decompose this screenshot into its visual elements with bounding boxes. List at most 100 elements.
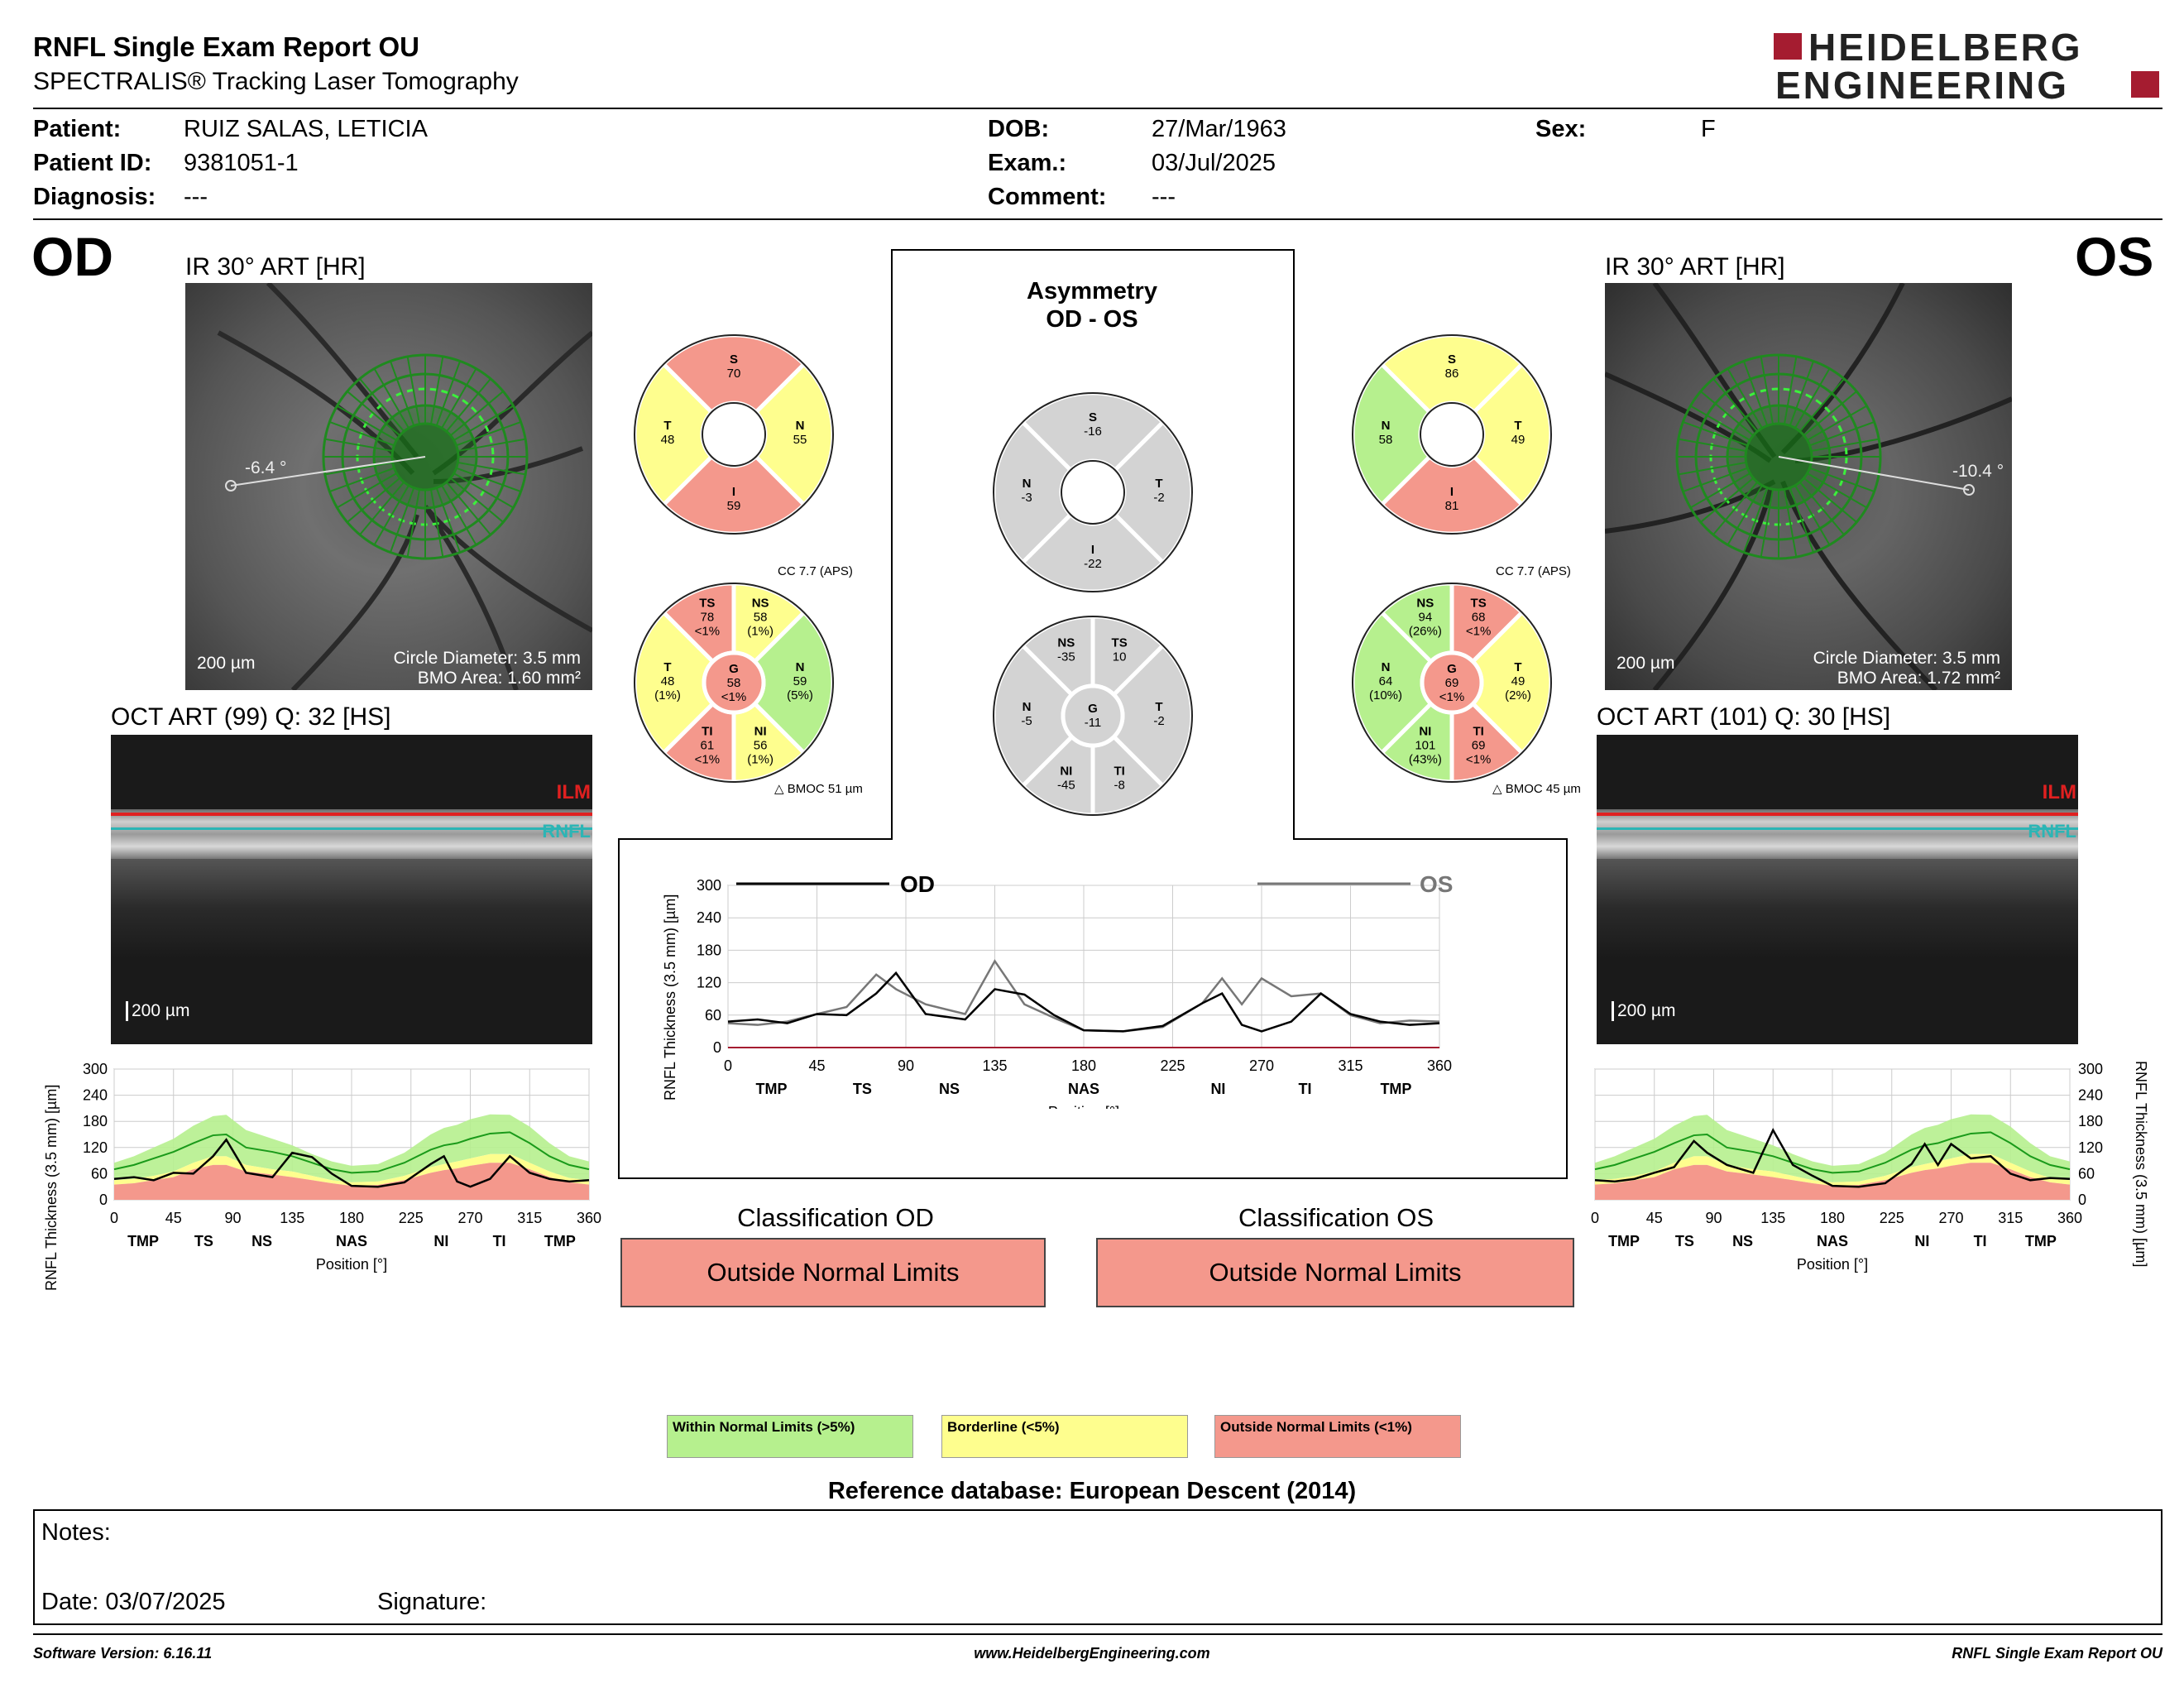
x-tick-label: 315 — [1998, 1210, 2023, 1226]
sex-value: F — [1701, 116, 1716, 142]
logo-text-engineering: ENGINEERING — [1775, 64, 2070, 107]
od-sector-ni-value: 56 — [754, 739, 768, 753]
legend-within-label: Within Normal Limits (>5%) — [673, 1419, 855, 1435]
asym-sector-ts-value: 10 — [1113, 650, 1127, 664]
asym-sector-t-label: T — [1155, 477, 1162, 491]
delta-icon: △ — [1492, 782, 1502, 796]
os-rnfl-label: RNFL — [2028, 821, 2076, 842]
os-sector-ns-value: 94 — [1419, 610, 1433, 624]
sector-position-label: NI — [433, 1233, 448, 1249]
legend-od-label: OD — [900, 871, 935, 897]
asym-sector-t-label: T — [1155, 700, 1162, 714]
legend-outside-label: Outside Normal Limits (<1%) — [1220, 1419, 1412, 1435]
asymmetry-subtitle: OD - OS — [1046, 306, 1138, 333]
sector-position-label: TS — [194, 1233, 213, 1249]
logo-text-heidelberg: HEIDELBERG — [1808, 26, 2083, 69]
os-fundus-image: -10.4 ° 200 µm Circle Diameter: 3.5 mm B… — [1605, 283, 2012, 690]
sector-position-label: NAS — [1068, 1081, 1099, 1097]
notes-box[interactable]: Notes: Date: 03/07/2025 Signature: — [33, 1509, 2162, 1625]
od-scale-bar: 200 µm — [197, 654, 256, 673]
os-sector-ti-label: TI — [1473, 725, 1483, 739]
os-sector-g — [1420, 650, 1484, 715]
x-tick-label: 180 — [1820, 1210, 1845, 1226]
y-tick-label: 180 — [2078, 1113, 2103, 1129]
od-eye-label: OD — [31, 226, 113, 287]
od-sector-ns-label: NS — [752, 596, 769, 610]
x-tick-label: 360 — [1427, 1057, 1452, 1074]
os-sector-g-value: 69 — [1445, 676, 1459, 690]
sector-position-label: NI — [1210, 1081, 1225, 1097]
asymmetry-frame — [618, 249, 1568, 1179]
os-sector-s-label: S — [1448, 352, 1456, 367]
dob-value: 27/Mar/1963 — [1152, 116, 1286, 142]
od-bmoc-value: BMOC 51 µm — [787, 782, 863, 796]
website-link[interactable]: www.HeidelbergEngineering.com — [974, 1645, 1210, 1662]
x-tick-label: 225 — [399, 1210, 424, 1226]
notes-label: Notes: — [41, 1519, 111, 1546]
os-oct-title: OCT ART (101) Q: 30 [HS] — [1597, 703, 1891, 731]
y-tick-label: 180 — [697, 942, 721, 958]
y-tick-label: 300 — [83, 1061, 108, 1077]
os-sector-g-value: <1% — [1439, 690, 1464, 704]
os-sector-4-chart: S86 T49 I81 N58 — [1350, 333, 1554, 536]
os-bmo-area: BMO Area: 1.72 mm² — [1837, 669, 2000, 688]
od-sector-6-chart: TS78<1%NS58(1%)N59(5%)NI56(1%)TI61<1%T48… — [632, 581, 836, 784]
asym-sector-ti-label: TI — [1114, 765, 1124, 779]
sector-position-label: NS — [251, 1233, 272, 1249]
os-thickness-line — [1594, 1128, 2071, 1188]
y-tick-label: 240 — [697, 909, 721, 926]
classification-os-title: Classification OS — [1238, 1203, 1434, 1232]
x-axis-label: Position [°] — [1797, 1256, 1868, 1273]
normal-band — [1595, 1114, 2070, 1182]
od-sector-s-value: 70 — [727, 367, 741, 381]
os-oct-scale: 200 µm — [1612, 1001, 1675, 1021]
od-sector-n-label: N — [796, 419, 805, 433]
sector-position-label: TI — [493, 1233, 506, 1249]
diagnosis-label: Diagnosis: — [33, 184, 156, 210]
x-axis-label: Position [°] — [316, 1256, 387, 1273]
od-rnfl-label: RNFL — [542, 821, 591, 842]
x-tick-label: 315 — [1338, 1057, 1363, 1074]
os-bmoc-label: △ BMOC 45 µm — [1492, 781, 1581, 796]
od-fundus-image: -6.4 ° 200 µm Circle Diameter: 3.5 mm BM… — [185, 283, 592, 690]
os-bmoc-value: BMOC 45 µm — [1505, 782, 1581, 796]
asym-sector-g-label: G — [1088, 702, 1098, 716]
patient-name: RUIZ SALAS, LETICIA — [184, 116, 428, 142]
borderline-band — [114, 1153, 589, 1187]
x-tick-label: 315 — [517, 1210, 542, 1226]
asym-sector-ns-label: NS — [1057, 635, 1075, 650]
footer-report-name: RNFL Single Exam Report OU — [1952, 1645, 2162, 1662]
od-oct-scale: 200 µm — [126, 1001, 189, 1021]
y-tick-label: 120 — [2078, 1139, 2103, 1156]
od-sector-ti-value: <1% — [695, 753, 720, 767]
y-tick-label: 240 — [2078, 1087, 2103, 1104]
x-tick-label: 180 — [1071, 1057, 1096, 1074]
os-circle-diameter: Circle Diameter: 3.5 mm — [1813, 649, 2000, 668]
os-sector-t-value: (2%) — [1505, 688, 1531, 703]
od-sector-t-label: T — [663, 419, 671, 433]
os-sector-ti-value: <1% — [1466, 753, 1491, 767]
y-tick-label: 0 — [713, 1039, 721, 1056]
od-sector-t-value: 48 — [661, 433, 675, 447]
logo-square-bottom — [2131, 71, 2159, 98]
delta-icon: △ — [774, 782, 784, 796]
od-sector-ts-label: TS — [699, 596, 715, 610]
x-tick-label: 270 — [1938, 1210, 1963, 1226]
os-angle-label: -10.4 ° — [1952, 462, 2004, 481]
od-sector-n-value: 55 — [793, 433, 807, 447]
sector-position-label: TMP — [1380, 1081, 1411, 1097]
x-tick-label: 90 — [898, 1057, 914, 1074]
os-sector-ts-value: 68 — [1472, 610, 1486, 624]
od-ilm-label: ILM — [556, 781, 591, 803]
od-sector-ti-label: TI — [702, 725, 712, 739]
od-sector-ns-value: 58 — [754, 610, 768, 624]
x-tick-label: 45 — [1646, 1210, 1663, 1226]
asym-sector-ns-value: -35 — [1057, 650, 1075, 664]
legend-os-label: OS — [1420, 871, 1453, 897]
sector-position-label: TI — [1299, 1081, 1312, 1097]
x-tick-label: 270 — [1249, 1057, 1274, 1074]
sector-position-label: TMP — [1608, 1233, 1640, 1249]
od-sector-g-value: 58 — [727, 676, 741, 690]
normal-mean-line — [113, 1131, 590, 1174]
